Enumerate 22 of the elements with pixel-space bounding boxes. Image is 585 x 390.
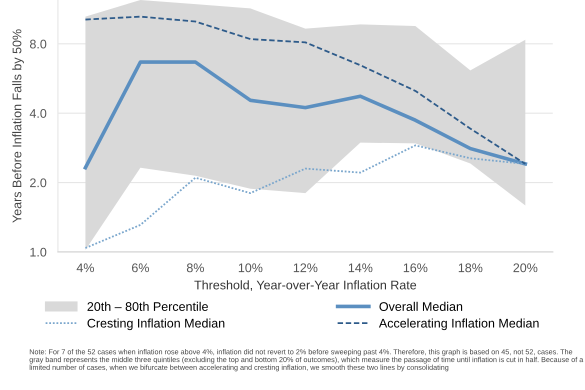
x-axis-title: Threshold, Year-over-Year Inflation Rate [194,280,416,291]
y-axis-title: Years Before Inflation Falls by 50% [12,29,24,223]
x-tick-label: 10% [238,263,262,272]
x-tick-label: 6% [132,263,149,272]
legend-label: 20th – 80th Percentile [88,302,208,311]
y-tick-label: 8.0 [30,40,46,49]
x-tick-label: 20% [513,263,538,272]
line-series [84,60,528,170]
y-tick-label: 1.0 [30,248,46,257]
x-tick-label: 4% [76,263,94,272]
legend-label: Accelerating Inflation Median [378,318,539,330]
x-tick-label: 18% [458,263,482,272]
x-tick-label: 14% [348,263,372,272]
legend-label: Cresting Inflation Median [88,318,224,330]
x-tick-label: 12% [294,263,318,272]
x-tick-label: 8% [186,263,204,272]
line-series [84,16,526,165]
y-tick-label: 2.0 [30,178,46,188]
line-series [84,144,526,249]
legend-label: Overall Median [379,302,462,311]
x-tick-label: 16% [404,263,428,272]
y-tick-label: 4.0 [30,109,46,118]
